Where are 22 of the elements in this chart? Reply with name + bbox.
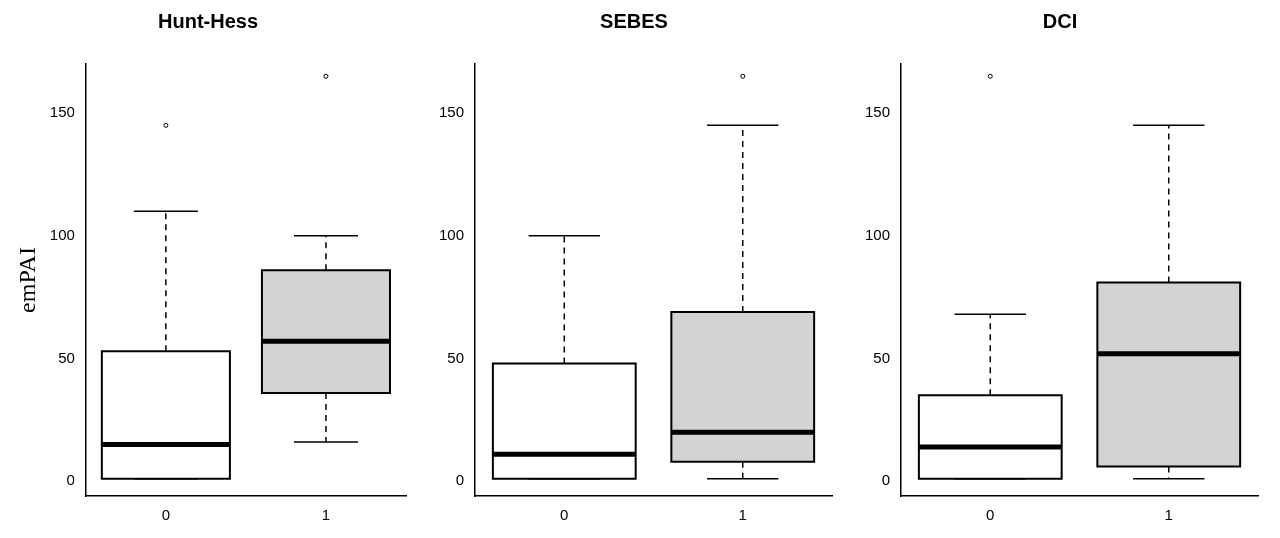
y-axis-title: emPAI <box>13 247 40 313</box>
y-tick-label: 100 <box>439 225 465 243</box>
x-tick-label: 0 <box>986 506 995 524</box>
chart-title: SEBES <box>600 9 668 32</box>
x-tick-label: 1 <box>321 506 331 524</box>
y-tick-label: 0 <box>455 471 465 489</box>
x-tick-label: 0 <box>161 506 171 524</box>
chart-title: Hunt-Hess <box>157 9 259 32</box>
y-tick-label: 0 <box>66 471 75 489</box>
y-tick-label: 150 <box>49 103 75 121</box>
y-tick-label: 50 <box>873 348 891 366</box>
y-tick-label: 100 <box>865 225 891 243</box>
x-tick-label: 1 <box>738 506 747 524</box>
x-tick-label: 0 <box>560 506 569 524</box>
y-tick-label: 50 <box>58 348 75 366</box>
chart-title: DCI <box>1042 9 1078 32</box>
y-tick-label: 0 <box>881 471 891 489</box>
y-tick-label: 150 <box>439 103 465 121</box>
y-tick-label: 150 <box>865 103 891 121</box>
y-tick-label: 50 <box>447 348 465 366</box>
y-tick-label: 100 <box>49 225 75 243</box>
x-tick-label: 1 <box>1164 506 1173 524</box>
